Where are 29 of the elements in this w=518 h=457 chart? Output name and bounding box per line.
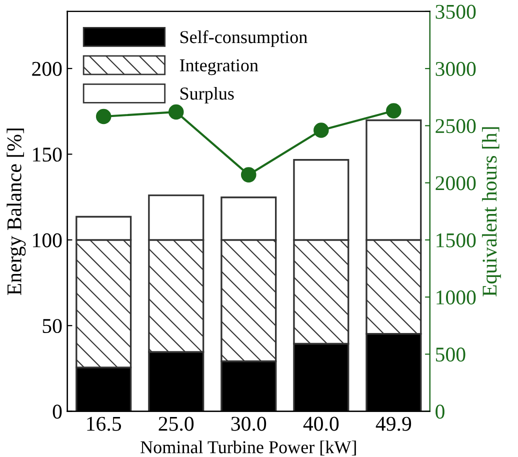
- x-axis-title: Nominal Turbine Power [kW]: [140, 440, 356, 456]
- y2-tick-label: 2000: [436, 176, 476, 190]
- x-tick-label: 49.9: [376, 416, 412, 431]
- x-tick-label: 40.0: [303, 416, 339, 431]
- y2-tick-label: 3000: [436, 62, 476, 76]
- y2-tick-label: 2500: [436, 119, 476, 134]
- point: [96, 108, 112, 124]
- y-tick-label: 100: [33, 233, 62, 248]
- point: [314, 122, 329, 138]
- point: [386, 103, 402, 118]
- y-tick-label: 0: [52, 404, 62, 419]
- legend-label: Integration: [180, 59, 258, 76]
- point: [241, 167, 256, 182]
- y-tick-label: 200: [32, 62, 62, 76]
- y2-tick-label: 0: [436, 404, 444, 419]
- y2-tick-label: 1500: [436, 233, 476, 248]
- legend-label: Surplus: [180, 86, 234, 104]
- point: [168, 104, 184, 120]
- x-tick-label: 30.0: [231, 416, 266, 431]
- y-tick-label: 150: [33, 148, 62, 162]
- y2-tick-label: 500: [436, 348, 466, 362]
- y2-axis-title: Equivalent hours [h]: [482, 127, 501, 296]
- x-tick-label: 16.5: [87, 416, 122, 431]
- y2-tick-label: 1000: [436, 290, 476, 304]
- legend-label: Self-consumption: [180, 30, 308, 47]
- y-tick-label: 50: [42, 318, 62, 334]
- x-tick-label: 25.0: [158, 416, 194, 431]
- y2-tick-label: 3500: [436, 4, 476, 19]
- y-axis-title: Energy Balance [%]: [6, 128, 26, 296]
